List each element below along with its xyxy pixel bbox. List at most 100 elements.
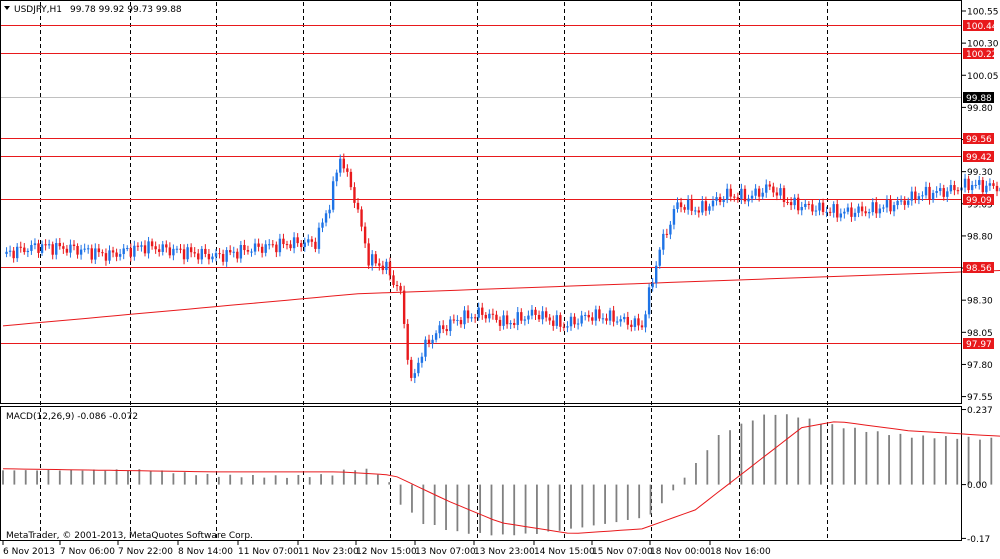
bull-candle bbox=[83, 248, 86, 250]
macd-bar bbox=[252, 474, 254, 485]
macd-panel-frame bbox=[0, 406, 962, 541]
bull-candle bbox=[108, 250, 111, 261]
macd-bar bbox=[47, 469, 50, 485]
macd-bar bbox=[479, 484, 482, 533]
bear-candle bbox=[559, 315, 562, 327]
macd-bar bbox=[422, 484, 425, 525]
macd-bar bbox=[672, 484, 675, 491]
bear-candle bbox=[520, 312, 523, 321]
bull-candle bbox=[580, 315, 583, 324]
bull-candle bbox=[232, 251, 235, 253]
copyright-text: MetaTrader, © 2001-2013, MetaQuotes Soft… bbox=[6, 531, 253, 541]
macd-bar bbox=[161, 470, 163, 485]
bear-candle bbox=[807, 203, 811, 205]
bear-candle bbox=[495, 314, 498, 320]
bear-candle bbox=[626, 316, 629, 325]
bull-candle bbox=[438, 325, 441, 334]
bear-candle bbox=[406, 323, 409, 360]
macd-bar bbox=[865, 431, 868, 485]
bull-candle bbox=[949, 185, 953, 192]
bear-candle bbox=[62, 246, 65, 249]
horizontal-levels[interactable] bbox=[0, 25, 962, 344]
bear-candle bbox=[111, 250, 115, 253]
candles bbox=[5, 153, 1000, 384]
macd-bar bbox=[842, 428, 845, 485]
bear-candle bbox=[836, 204, 839, 218]
bear-candle bbox=[736, 197, 740, 199]
bull-candle bbox=[172, 248, 175, 256]
bull-candle bbox=[477, 307, 480, 318]
bull-candle bbox=[946, 191, 949, 197]
macd-bar bbox=[547, 484, 550, 532]
bear-candle bbox=[221, 254, 225, 262]
bear-candle bbox=[300, 243, 303, 248]
macd-bar bbox=[263, 477, 266, 485]
bull-candle bbox=[40, 244, 44, 253]
bull-candle bbox=[896, 200, 899, 206]
bear-candle bbox=[786, 201, 789, 203]
level-tag-bg bbox=[963, 338, 994, 349]
bear-candle bbox=[44, 244, 47, 246]
bull-candle bbox=[424, 339, 427, 357]
bull-candle bbox=[988, 183, 992, 186]
bear-candle bbox=[679, 202, 683, 208]
bull-candle bbox=[857, 206, 860, 213]
bull-candle bbox=[250, 251, 253, 253]
bull-candle bbox=[715, 197, 718, 201]
bull-candle bbox=[846, 207, 850, 212]
macd-bar bbox=[660, 484, 663, 504]
bear-candle bbox=[889, 200, 892, 212]
macd-bar bbox=[297, 474, 300, 485]
bear-candle bbox=[168, 247, 172, 256]
bear-candle bbox=[665, 233, 669, 235]
bear-candle bbox=[58, 243, 61, 247]
bull-candle bbox=[140, 245, 143, 247]
macd-bar bbox=[967, 436, 970, 485]
bear-candle bbox=[782, 188, 786, 202]
bear-candle bbox=[367, 243, 370, 266]
macd-bar bbox=[910, 437, 913, 485]
bear-candle bbox=[243, 244, 246, 251]
bear-candle bbox=[995, 185, 999, 192]
bear-candle bbox=[484, 314, 487, 319]
bear-candle bbox=[534, 309, 537, 315]
bear-candle bbox=[992, 183, 995, 186]
bear-candle bbox=[353, 187, 356, 203]
bear-candle bbox=[459, 319, 463, 325]
bear-candle bbox=[388, 261, 392, 276]
bear-candle bbox=[903, 200, 906, 205]
bull-candle bbox=[843, 211, 846, 214]
bear-candle bbox=[864, 211, 867, 214]
time-tick-label: 12 Nov 15:00 bbox=[356, 547, 417, 557]
macd-bar bbox=[411, 484, 413, 513]
bull-candle bbox=[278, 238, 282, 253]
bull-candle bbox=[672, 209, 676, 225]
macd-bar bbox=[615, 484, 618, 523]
macd-bar bbox=[456, 484, 459, 532]
bull-candle bbox=[633, 318, 637, 327]
bear-candle bbox=[548, 317, 551, 321]
bear-candle bbox=[158, 249, 161, 252]
bull-candle bbox=[615, 321, 619, 323]
symbol-header[interactable]: USDJPY,H1 99.78 99.92 99.73 99.88 bbox=[4, 5, 182, 15]
macd-bar bbox=[763, 414, 766, 485]
level-tag-label: 100.44 bbox=[966, 22, 998, 32]
macd-bar bbox=[195, 475, 198, 485]
bull-candle bbox=[935, 191, 938, 193]
bull-candle bbox=[726, 188, 729, 200]
bear-candle bbox=[182, 249, 186, 260]
bull-candle bbox=[33, 243, 37, 246]
triangle-down-icon[interactable] bbox=[4, 6, 10, 10]
bear-candle bbox=[399, 286, 402, 291]
bull-candle bbox=[30, 245, 33, 251]
bull-candle bbox=[463, 310, 466, 325]
bull-candle bbox=[825, 211, 828, 213]
bear-candle bbox=[246, 250, 250, 252]
time-tick-label: 13 Nov 07:00 bbox=[415, 547, 476, 557]
macd-bar bbox=[149, 471, 152, 485]
macd-bar bbox=[979, 439, 981, 485]
bear-candle bbox=[630, 324, 633, 327]
bull-candle bbox=[331, 181, 335, 210]
bull-candle bbox=[541, 311, 544, 320]
